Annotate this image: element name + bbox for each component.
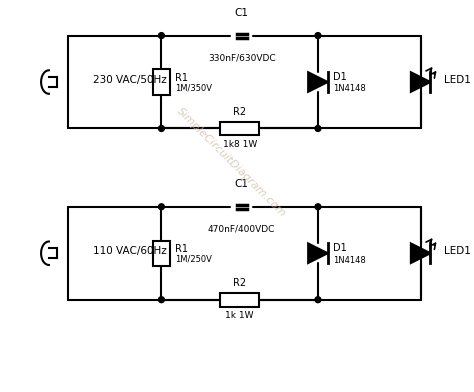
Text: C1: C1	[235, 179, 249, 189]
Text: 470nF/400VDC: 470nF/400VDC	[208, 224, 275, 233]
Text: R1: R1	[175, 244, 188, 254]
Bar	[153, 241, 170, 266]
Polygon shape	[308, 243, 328, 263]
Text: 1N4148: 1N4148	[333, 84, 365, 93]
Text: 1k8 1W: 1k8 1W	[223, 140, 257, 149]
Text: 110 VAC/60Hz: 110 VAC/60Hz	[93, 246, 167, 256]
Text: 1N4148: 1N4148	[333, 256, 365, 265]
Text: LED1: LED1	[444, 75, 471, 85]
Text: R2: R2	[233, 278, 246, 288]
Circle shape	[158, 297, 164, 303]
Text: D1: D1	[333, 72, 346, 82]
Text: 330nF/630VDC: 330nF/630VDC	[208, 53, 275, 62]
Text: C1: C1	[235, 8, 249, 18]
Text: 1M/350V: 1M/350V	[175, 83, 212, 93]
Circle shape	[315, 297, 321, 303]
Text: 230 VAC/50Hz: 230 VAC/50Hz	[93, 75, 167, 85]
Text: LED1: LED1	[444, 246, 471, 256]
Text: D1: D1	[333, 243, 346, 253]
Circle shape	[315, 33, 321, 38]
Bar	[220, 293, 259, 307]
Circle shape	[158, 204, 164, 210]
Text: SimpleCircuitDiagram.com: SimpleCircuitDiagram.com	[175, 106, 288, 219]
Bar	[220, 122, 259, 135]
Text: 1k 1W: 1k 1W	[226, 311, 254, 320]
Polygon shape	[308, 72, 328, 92]
Circle shape	[158, 125, 164, 131]
Circle shape	[315, 125, 321, 131]
Text: R1: R1	[175, 73, 188, 83]
Polygon shape	[411, 72, 430, 92]
Text: R2: R2	[233, 107, 246, 117]
Bar	[153, 69, 170, 95]
Circle shape	[315, 204, 321, 210]
Circle shape	[158, 33, 164, 38]
Polygon shape	[411, 243, 430, 263]
Text: 1M/250V: 1M/250V	[175, 254, 212, 263]
